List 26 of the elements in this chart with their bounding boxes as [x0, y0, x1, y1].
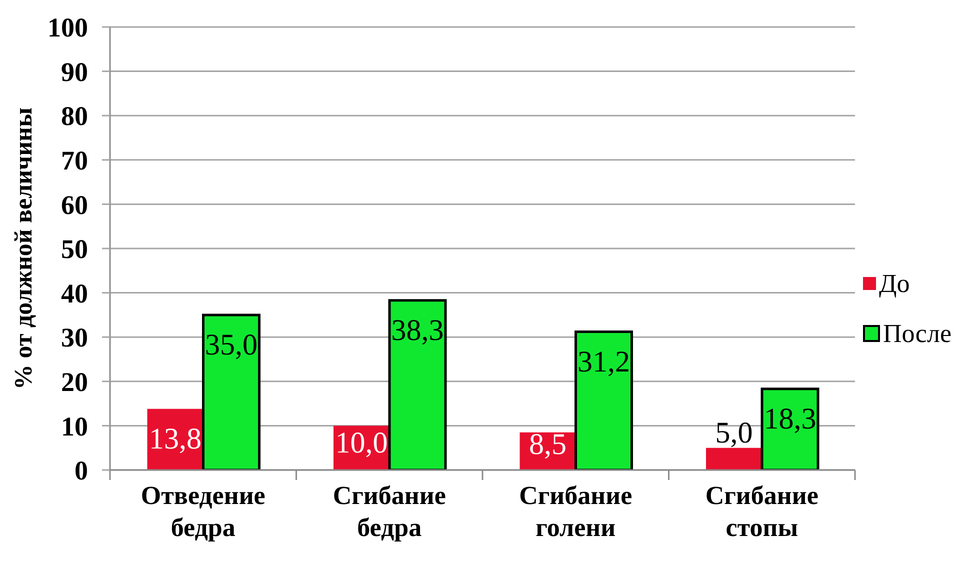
x-tick-label: Отведение бедра: [140, 481, 266, 542]
y-tick-label: 10: [61, 411, 88, 442]
y-tick-label: 20: [61, 366, 88, 397]
y-tick-label: 80: [61, 101, 88, 132]
x-tick-label: Сгибание стопы: [705, 481, 818, 542]
legend-label: После: [883, 318, 952, 348]
y-tick-label: 50: [61, 234, 88, 264]
y-tick-label: 90: [61, 56, 88, 87]
y-tick-label: 70: [61, 145, 88, 176]
y-tick-label: 100: [48, 12, 88, 43]
data-label: 35,0: [205, 328, 258, 362]
x-tick-label: Сгибание бедра: [332, 481, 446, 542]
data-label: 5,0: [715, 416, 753, 450]
y-tick-label: 40: [61, 278, 88, 308]
data-label: 38,3: [391, 314, 444, 347]
data-label: 13,8: [149, 422, 202, 456]
data-label: 8,5: [529, 428, 566, 461]
data-label: 31,2: [578, 345, 630, 378]
y-tick-label: 60: [61, 190, 88, 220]
y-tick-label: 0: [74, 456, 88, 486]
legend-label: До: [879, 268, 910, 298]
y-tick-label: 30: [61, 322, 88, 353]
x-tick-label: Сгибание голени: [519, 481, 632, 542]
data-label: 10,0: [335, 426, 388, 460]
y-axis-title: % от должной величины: [10, 108, 38, 390]
data-label: 18,3: [764, 402, 816, 436]
